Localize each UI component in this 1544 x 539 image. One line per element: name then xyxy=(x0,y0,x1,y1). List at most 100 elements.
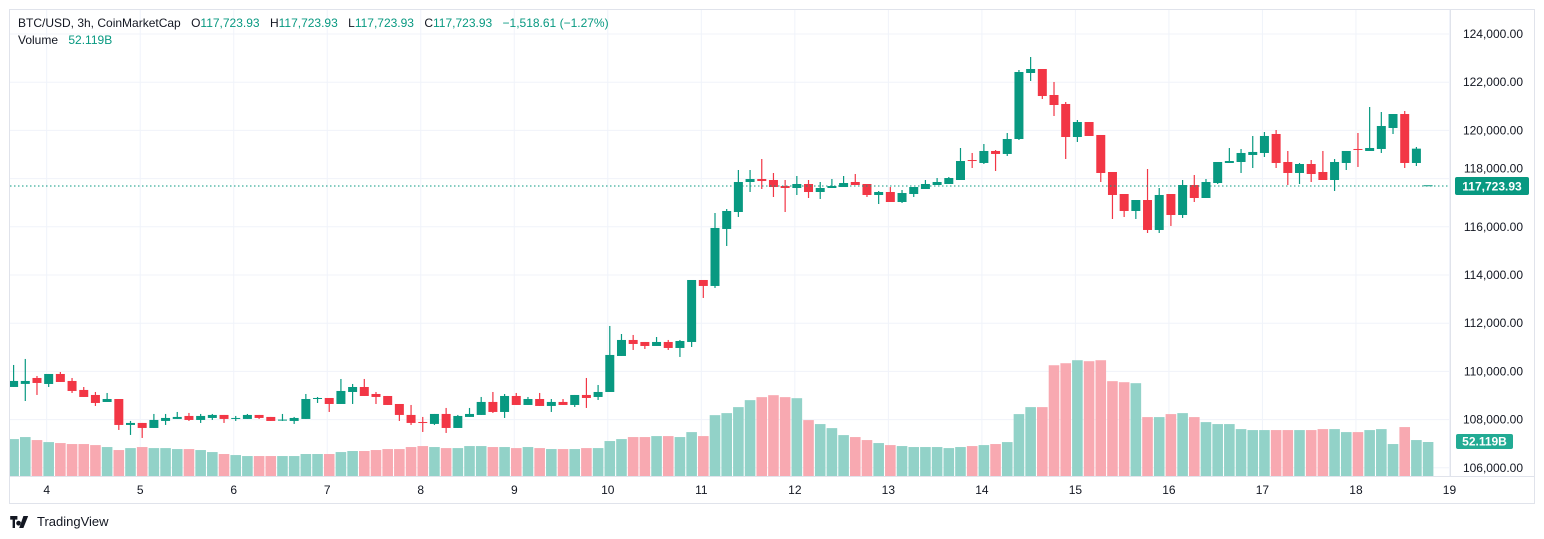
volume-bar xyxy=(838,435,849,476)
volume-bar xyxy=(335,452,347,476)
candle-body xyxy=(1400,114,1410,163)
candle-body xyxy=(1107,171,1117,195)
time-tick-label: 17 xyxy=(1256,483,1270,497)
price-axis[interactable]: 124,000.00 122,000.00 120,000.00 118,000.00… xyxy=(1463,27,1523,475)
candle-body xyxy=(1201,181,1211,199)
time-axis[interactable]: 4 5 6 7 8 9 10 11 12 13 14 15 16 17 18 19 xyxy=(43,483,1456,497)
price-tick-label: 122,000.00 xyxy=(1463,75,1523,89)
volume-bar xyxy=(218,454,230,476)
volume-bar xyxy=(323,454,335,476)
volume-bar xyxy=(733,407,744,476)
candle-body xyxy=(722,210,732,229)
high-value: 117,723.93 xyxy=(278,16,338,30)
price-tick-label: 112,000.00 xyxy=(1464,316,1523,330)
candle-body xyxy=(628,339,638,344)
candle-body xyxy=(874,191,884,195)
time-tick-label: 15 xyxy=(1069,483,1083,497)
volume-bar xyxy=(253,456,265,476)
candle-body xyxy=(687,279,697,342)
volume-bar xyxy=(955,447,966,476)
candle-body xyxy=(535,398,545,406)
candle-body xyxy=(511,395,521,405)
symbol-title[interactable]: BTC/USD, 3h, CoinMarketCap xyxy=(18,16,181,30)
candle-body xyxy=(1388,114,1398,128)
volume-bar xyxy=(19,437,31,476)
brand-name: TradingView xyxy=(37,514,109,529)
candle-body xyxy=(663,341,673,348)
tradingview-brand[interactable]: TradingView xyxy=(10,514,109,529)
volume-bar xyxy=(744,400,756,476)
time-tick-label: 5 xyxy=(137,483,144,497)
volume-bar xyxy=(768,395,779,476)
candle-body xyxy=(1411,148,1421,163)
candle-body xyxy=(1014,72,1024,140)
candle-body xyxy=(441,413,451,428)
volume-legend[interactable]: Volume 52.119B xyxy=(18,33,112,47)
time-tick-label: 12 xyxy=(788,483,802,497)
volume-bar xyxy=(43,442,54,476)
volume-bar xyxy=(1013,414,1025,476)
volume-bar xyxy=(1364,430,1375,476)
time-tick-label: 8 xyxy=(417,483,424,497)
candle-body xyxy=(1295,163,1304,173)
candle-body xyxy=(1026,68,1036,73)
volume-bar xyxy=(1399,427,1411,476)
close-label: C xyxy=(424,16,433,30)
volume-bar xyxy=(1025,407,1036,476)
volume-bar xyxy=(195,450,206,476)
candle-body xyxy=(1119,193,1129,211)
symbol-legend[interactable]: BTC/USD, 3h, CoinMarketCap O117,723.93 H… xyxy=(18,16,609,30)
candle-body xyxy=(301,398,311,419)
volume-bar xyxy=(1422,442,1434,476)
volume-bar xyxy=(171,449,183,476)
candle-body xyxy=(102,398,112,402)
volume-bar xyxy=(78,444,90,476)
volume-bar xyxy=(1235,429,1247,476)
price-tick-label: 108,000.00 xyxy=(1463,413,1523,427)
candle-body xyxy=(114,398,124,425)
candle-body xyxy=(1318,171,1328,180)
time-tick-label: 11 xyxy=(695,483,708,497)
volume-value: 52.119B xyxy=(68,33,113,47)
candle-body xyxy=(488,401,498,412)
candle-body xyxy=(944,177,954,184)
candle-body xyxy=(792,183,802,188)
volume-bar xyxy=(230,455,242,476)
time-tick-label: 7 xyxy=(324,483,331,497)
candle-body xyxy=(336,390,346,404)
candle-body xyxy=(1084,122,1094,136)
volume-bar xyxy=(1329,429,1340,476)
candle-body xyxy=(652,341,662,346)
open-label: O xyxy=(191,16,201,30)
candle-body xyxy=(67,380,77,391)
volume-bar xyxy=(10,439,19,476)
volume-bar xyxy=(136,447,148,476)
candle-body xyxy=(932,181,942,186)
candle-body xyxy=(1330,161,1340,180)
candle-body xyxy=(79,389,89,397)
volume-bar xyxy=(242,456,253,476)
candle-body xyxy=(616,339,626,356)
volume-bar xyxy=(1072,360,1083,476)
candle-body xyxy=(909,187,919,194)
volume-bar xyxy=(347,451,358,476)
price-tick-label: 114,000.00 xyxy=(1464,268,1523,282)
volume-bar xyxy=(1352,432,1364,476)
volume-bar xyxy=(288,456,300,476)
candle-body xyxy=(476,401,486,415)
volume-bar xyxy=(990,444,1001,476)
candle-body xyxy=(897,193,907,203)
candle-body xyxy=(546,401,556,406)
candle-body xyxy=(1306,163,1316,174)
candle-body xyxy=(55,373,65,382)
volume-bar xyxy=(849,437,861,476)
volume-bar xyxy=(499,447,510,476)
candle-body xyxy=(850,181,860,186)
volume-bar xyxy=(1282,430,1294,476)
volume-bar xyxy=(101,447,113,476)
volume-bar xyxy=(1118,382,1130,476)
low-value: 117,723.93 xyxy=(354,16,414,30)
candle-body xyxy=(149,419,159,428)
candle-body xyxy=(418,422,428,424)
